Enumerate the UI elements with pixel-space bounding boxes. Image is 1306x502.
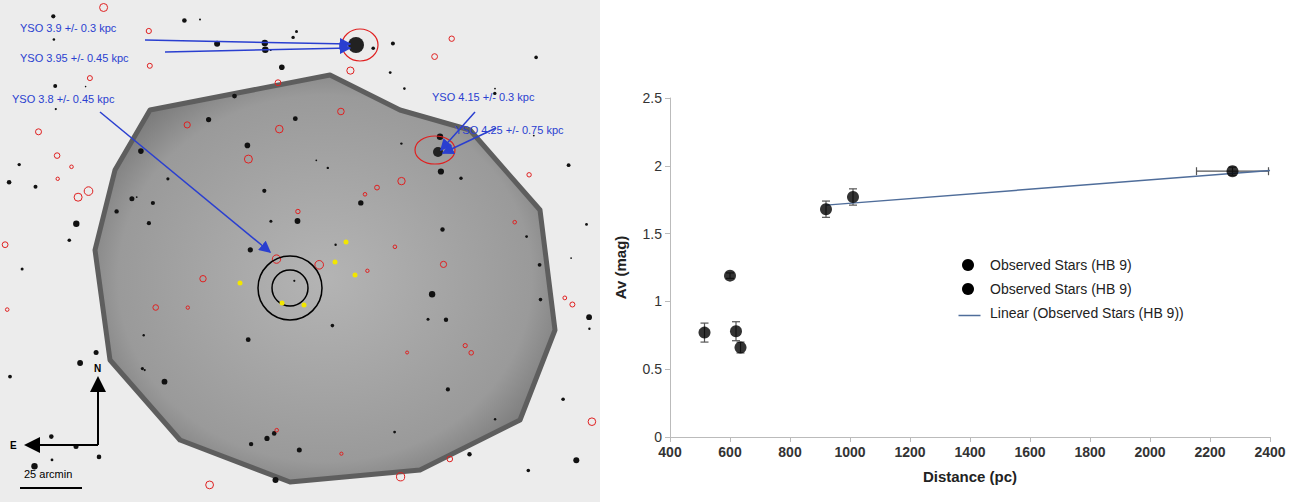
- svg-text:1400: 1400: [954, 444, 985, 460]
- svg-text:YSO 3.95 +/- 0.45 kpc: YSO 3.95 +/- 0.45 kpc: [20, 52, 129, 64]
- svg-text:YSO 3.9 +/- 0.3 kpc: YSO 3.9 +/- 0.3 kpc: [20, 22, 117, 34]
- svg-text:Av (mag): Av (mag): [612, 236, 629, 300]
- svg-text:2.5: 2.5: [643, 90, 663, 106]
- svg-text:800: 800: [778, 444, 802, 460]
- svg-text:1200: 1200: [894, 444, 925, 460]
- svg-text:1800: 1800: [1074, 444, 1105, 460]
- svg-text:2200: 2200: [1194, 444, 1225, 460]
- svg-text:2: 2: [654, 158, 662, 174]
- svg-text:600: 600: [718, 444, 742, 460]
- svg-text:Linear (Observed Stars (HB 9)): Linear (Observed Stars (HB 9)): [990, 305, 1184, 321]
- svg-text:YSO 3.8 +/- 0.45 kpc: YSO 3.8 +/- 0.45 kpc: [12, 93, 115, 105]
- svg-text:YSO 4.25 +/- 0.75 kpc: YSO 4.25 +/- 0.75 kpc: [455, 124, 564, 136]
- svg-text:1.5: 1.5: [643, 226, 663, 242]
- svg-text:Distance (pc): Distance (pc): [923, 468, 1017, 485]
- svg-text:400: 400: [658, 444, 682, 460]
- svg-text:Observed Stars (HB 9): Observed Stars (HB 9): [990, 257, 1132, 273]
- svg-text:YSO 4.15 +/- 0.3 kpc: YSO 4.15 +/- 0.3 kpc: [432, 91, 535, 103]
- svg-text:Observed Stars (HB 9): Observed Stars (HB 9): [990, 281, 1132, 297]
- svg-text:N: N: [94, 363, 101, 374]
- svg-text:0: 0: [654, 429, 662, 445]
- svg-text:1600: 1600: [1014, 444, 1045, 460]
- svg-text:1000: 1000: [834, 444, 865, 460]
- svg-text:0.5: 0.5: [643, 361, 663, 377]
- svg-text:2000: 2000: [1134, 444, 1165, 460]
- svg-text:25 arcmin: 25 arcmin: [24, 468, 72, 480]
- svg-text:2400: 2400: [1254, 444, 1285, 460]
- svg-text:E: E: [10, 440, 17, 451]
- svg-text:1: 1: [654, 293, 662, 309]
